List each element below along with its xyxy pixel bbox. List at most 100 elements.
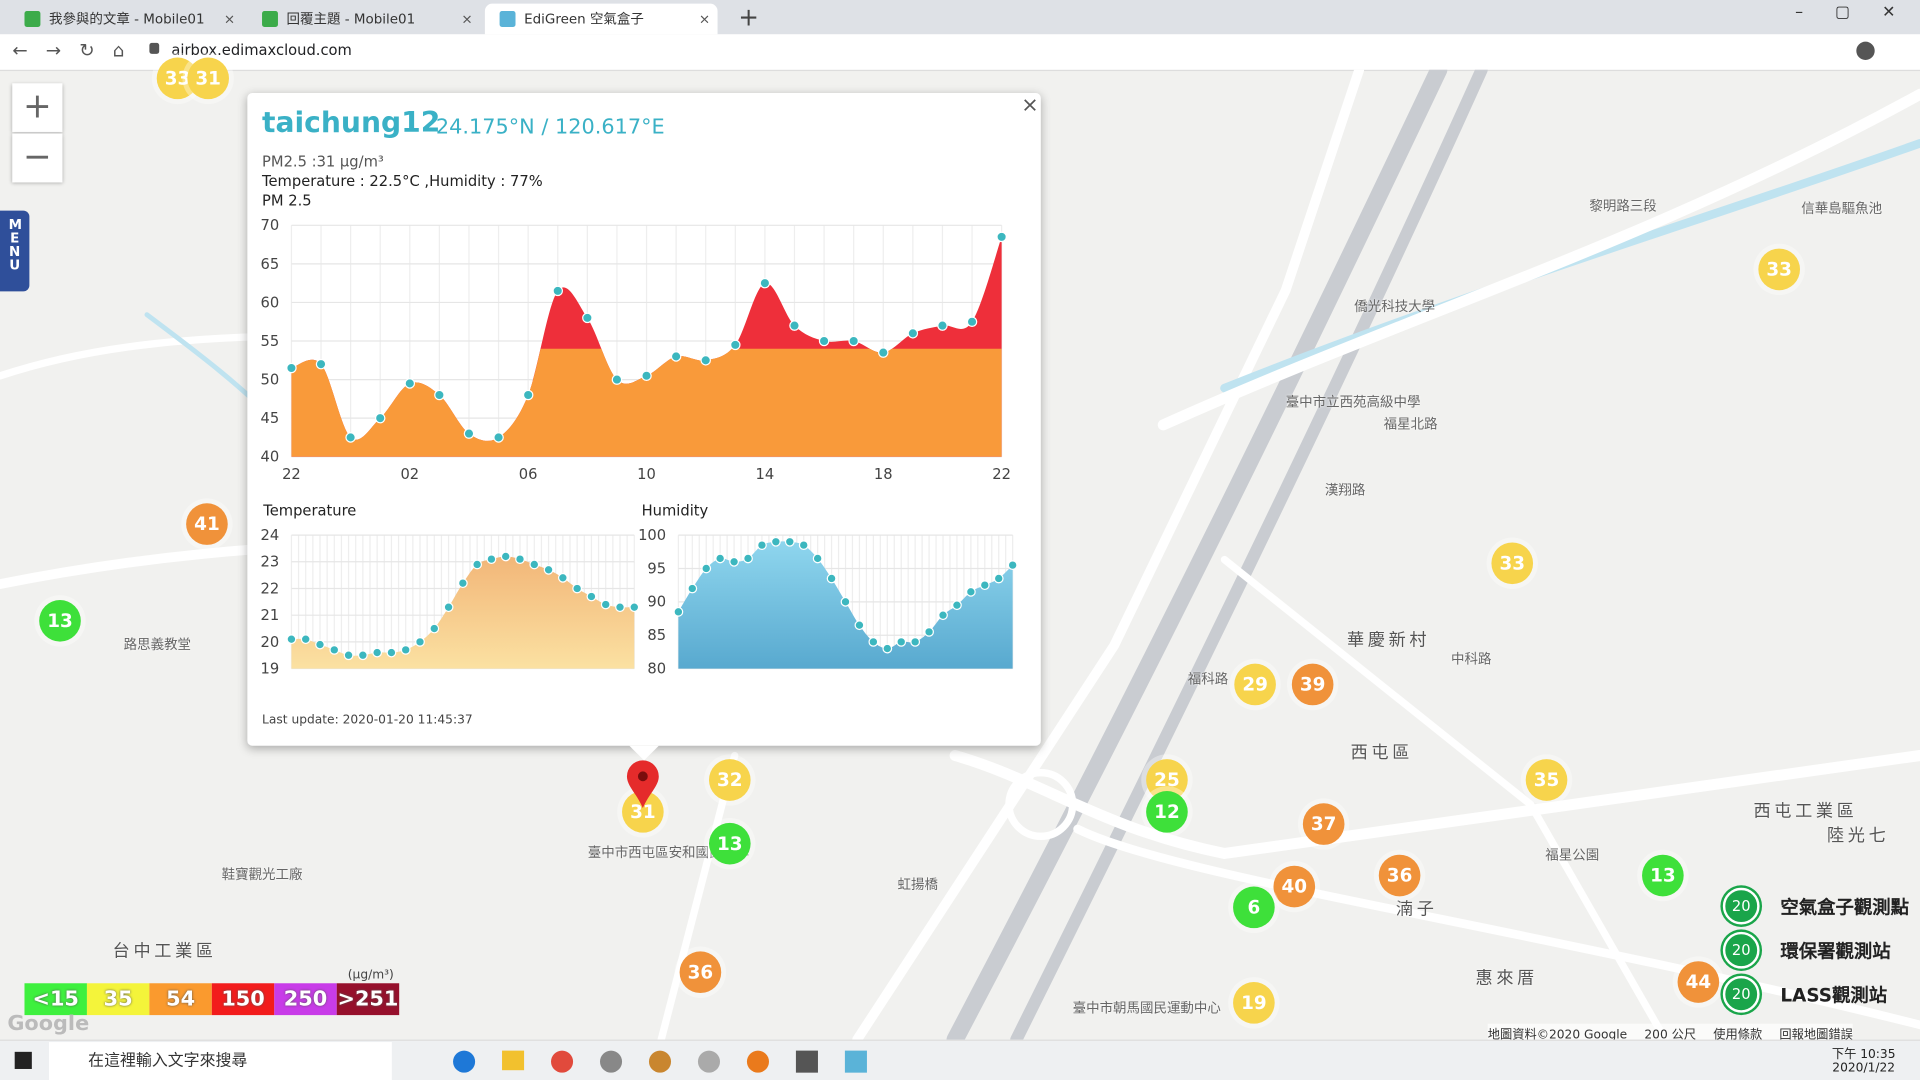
map-marker[interactable]: 6: [1233, 886, 1275, 929]
map-marker[interactable]: 36: [1378, 854, 1421, 897]
data-point: [701, 563, 712, 574]
place-label: 福星公園: [1545, 847, 1600, 864]
map-marker[interactable]: 33: [1491, 542, 1534, 585]
taskbar: 在這裡輸入文字來搜尋 下午 10:35 2020/1/22: [0, 1039, 1920, 1080]
place-label: 臺中市立西苑高級中學: [1285, 394, 1421, 411]
data-point: [996, 231, 1007, 243]
data-point: [343, 650, 354, 661]
map-marker[interactable]: 40: [1273, 865, 1316, 908]
x-tick-label: 14: [756, 466, 775, 483]
last-update: Last update: 2020-01-20 11:45:37: [262, 713, 473, 728]
place-label: 湳子: [1395, 900, 1438, 920]
y-tick-label: 60: [260, 294, 279, 311]
x-tick-label: 18: [874, 466, 893, 483]
window-controls[interactable]: – ▢ ✕: [1795, 3, 1896, 23]
tab[interactable]: 回覆主題 - Mobile01 ×: [247, 4, 480, 35]
start-button[interactable]: [14, 1051, 32, 1069]
place-label: 信華島驅魚池: [1801, 200, 1883, 217]
data-point: [552, 285, 564, 297]
profile-icon[interactable]: [1856, 41, 1875, 61]
place-label: 西屯區: [1350, 743, 1414, 763]
data-point: [979, 580, 990, 591]
map-marker[interactable]: 32: [708, 759, 751, 801]
legend-swatch: 250: [274, 983, 337, 1016]
map-marker[interactable]: 35: [1525, 759, 1568, 801]
data-point: [529, 559, 540, 570]
data-point: [759, 277, 771, 289]
close-button[interactable]: ×: [1021, 93, 1039, 118]
map-marker[interactable]: 37: [1302, 803, 1345, 845]
map-marker[interactable]: 19: [1233, 982, 1275, 1024]
y-tick-label: 45: [260, 410, 279, 427]
data-point: [286, 362, 297, 374]
data-point: [600, 599, 611, 610]
y-tick-label: 85: [647, 627, 666, 644]
footer-text: 200 公尺: [1644, 1028, 1697, 1043]
data-point: [784, 536, 795, 547]
map-marker[interactable]: 12: [1146, 791, 1188, 833]
data-point: [896, 636, 907, 647]
clock[interactable]: 下午 10:35 2020/1/22: [1832, 1043, 1896, 1075]
url[interactable]: airbox.edimaxcloud.com: [171, 41, 352, 59]
map-marker[interactable]: 39: [1291, 663, 1334, 706]
map-marker[interactable]: 44: [1677, 961, 1720, 1003]
map-marker[interactable]: 36: [679, 951, 722, 994]
map-marker[interactable]: 31: [187, 57, 229, 100]
data-point: [937, 320, 948, 331]
popup-charts: 40 45 50 55 60 65 70 22 02 06 10 14 18 22 19 20 21 22 23 24…: [260, 217, 1018, 677]
station-name: taichung12: [262, 107, 441, 140]
data-point: [848, 335, 859, 347]
y-tick-label: 21: [260, 607, 279, 624]
area-low: [291, 348, 1002, 457]
map-marker[interactable]: 29: [1234, 663, 1276, 706]
map-marker[interactable]: 31: [622, 791, 664, 833]
data-point: [730, 339, 741, 351]
data-point: [818, 335, 830, 347]
data-point: [670, 351, 682, 362]
nav-buttons[interactable]: ← → ↻ ⌂: [12, 39, 125, 62]
tab[interactable]: 我參與的文章 - Mobile01 ×: [10, 4, 243, 35]
place-label: 僑光科技大學: [1354, 298, 1436, 315]
data-point: [615, 602, 625, 613]
map-marker[interactable]: 41: [186, 503, 228, 545]
map-marker[interactable]: 33: [1758, 248, 1801, 291]
area: [291, 556, 635, 669]
data-point: [415, 636, 425, 647]
station-badge: 20: [1722, 931, 1760, 969]
menu-button[interactable]: MENU: [0, 210, 30, 292]
data-point: [757, 540, 767, 551]
date: 2020/1/22: [1832, 1061, 1896, 1076]
map-marker[interactable]: 13: [708, 822, 751, 865]
data-point: [329, 644, 340, 655]
data-point: [404, 378, 416, 389]
x-tick-label: 06: [519, 466, 538, 483]
map-marker[interactable]: 13: [39, 600, 81, 642]
data-point: [463, 428, 475, 439]
zoom-out[interactable]: −: [12, 133, 63, 183]
data-point: [993, 573, 1004, 584]
map-marker[interactable]: 13: [1642, 854, 1684, 897]
data-point: [770, 536, 781, 547]
station-label: 環保署觀測站: [1780, 940, 1891, 963]
data-point: [1007, 560, 1018, 571]
data-point: [457, 578, 468, 589]
zoom-in[interactable]: +: [12, 83, 63, 133]
place-label: 路思義教堂: [123, 636, 192, 653]
aq-legend: <15 35 54 150 250 >251: [24, 983, 400, 1016]
data-point: [641, 370, 652, 382]
place-label: 華慶新村: [1346, 630, 1431, 651]
taskbar-apps[interactable]: [453, 1050, 867, 1073]
data-point: [798, 540, 809, 551]
x-tick-label: 10: [637, 466, 656, 483]
data-point: [443, 602, 454, 613]
data-point: [286, 634, 297, 645]
data-point: [429, 623, 440, 634]
x-tick-label: 22: [992, 466, 1011, 483]
search-box[interactable]: 在這裡輸入文字來搜尋: [48, 1042, 392, 1080]
y-tick-label: 55: [260, 333, 279, 350]
place-label: 黎明路三段: [1589, 198, 1657, 215]
tab[interactable]: EdiGreen 空氣盒子 ×: [484, 3, 718, 35]
station-coords: 24.175°N / 120.617°E: [435, 115, 665, 140]
new-tab[interactable]: +: [738, 2, 759, 32]
